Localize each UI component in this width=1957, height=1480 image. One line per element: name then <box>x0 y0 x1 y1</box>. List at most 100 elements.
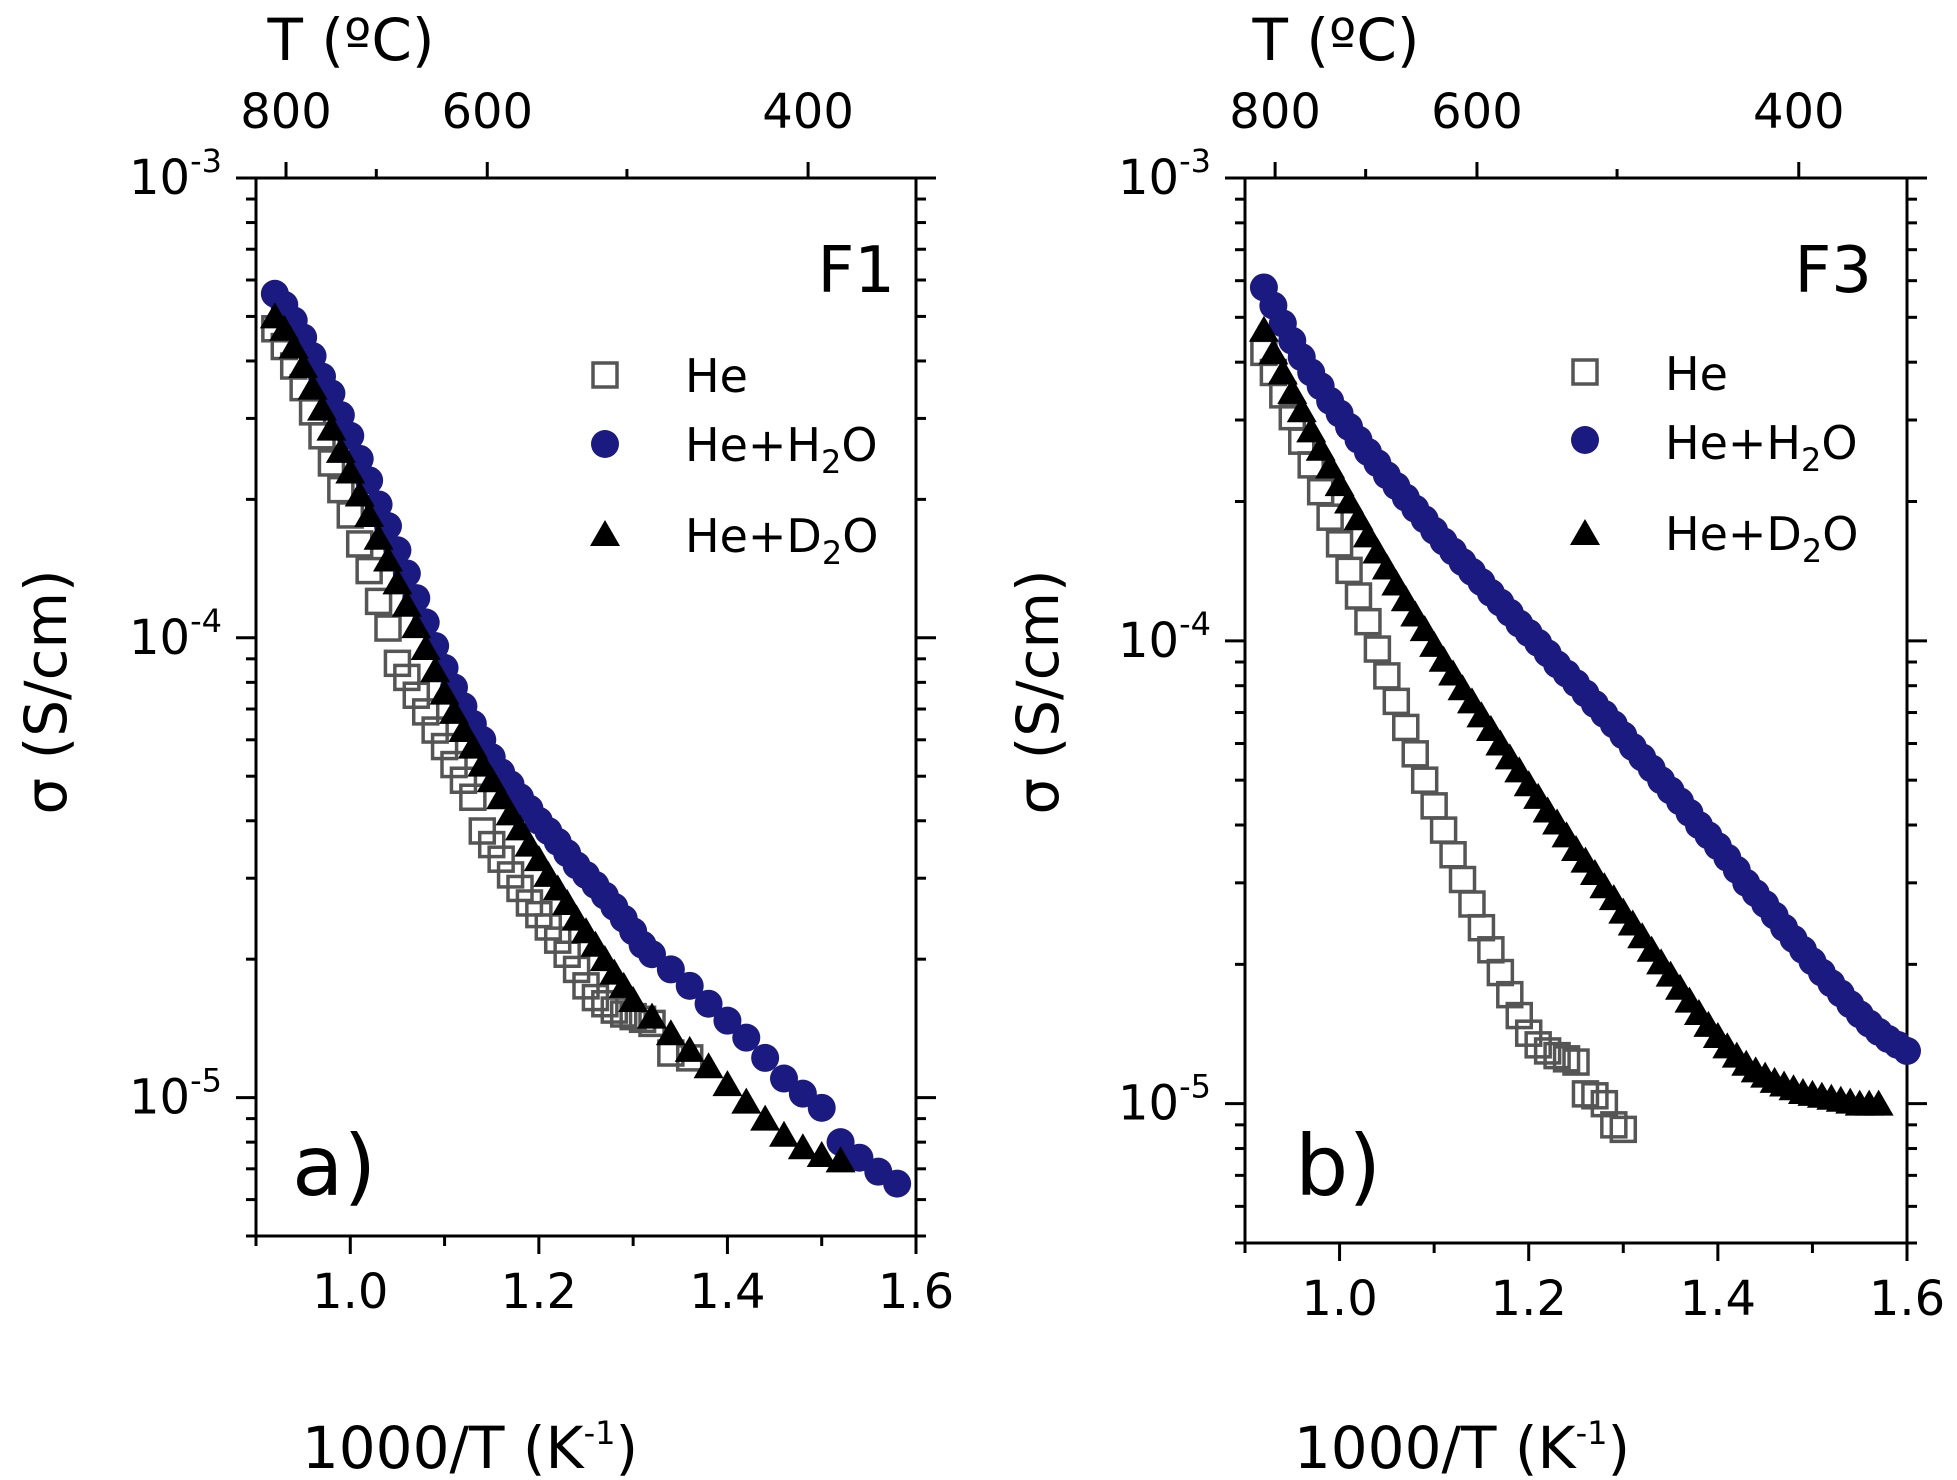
legend-b: He He+H2O He+D2O <box>1570 347 1858 570</box>
point-d2o-a <box>373 545 403 572</box>
point-he-a <box>449 766 478 794</box>
point-he-b <box>1562 1048 1590 1076</box>
point-d2o-b <box>1305 434 1336 461</box>
top-tick-label-b: 800 <box>1229 84 1321 140</box>
y-axis-title-b: σ (S/cm) <box>1004 569 1072 814</box>
point-h2o-a <box>713 1006 742 1035</box>
x-axis-title-sup-b: -1 <box>1576 1414 1608 1452</box>
point-h2o-a <box>638 940 666 969</box>
x-tick-label-a: 1.4 <box>689 1264 765 1320</box>
y-tick-label-a: 10-5 <box>129 1062 222 1126</box>
point-h2o-a <box>732 1023 761 1052</box>
point-he-b <box>1571 1080 1600 1108</box>
point-d2o-a <box>486 783 517 810</box>
x-axis-title-main-a: 1000/T (K <box>302 1414 586 1480</box>
point-he-a <box>374 614 402 642</box>
point-he-a <box>591 989 619 1018</box>
point-d2o-b <box>1267 358 1298 385</box>
point-he-b <box>1316 503 1344 531</box>
point-d2o-a <box>505 814 535 841</box>
point-d2o-b <box>1277 377 1308 404</box>
point-he-a <box>487 845 515 873</box>
legend-label-he-b: He <box>1665 347 1728 401</box>
point-he-b <box>1363 635 1392 663</box>
legend-marker-he-a <box>591 361 619 389</box>
point-h2o-a <box>751 1043 780 1072</box>
point-he-b <box>1533 1037 1562 1065</box>
panel-letter-b: b) <box>1295 1117 1381 1215</box>
x-tick-label-a: 1.2 <box>501 1264 577 1320</box>
point-d2o-a <box>439 697 469 724</box>
top-tick-label-a: 400 <box>762 84 854 140</box>
panel-id-b: F3 <box>1794 234 1872 308</box>
x-tick-label-b: 1.4 <box>1680 1271 1756 1327</box>
point-d2o-b <box>1286 396 1317 423</box>
panel-b: 1.0 1.2 1.4 1.6 800 600 400 10-3 10-4 10-5 T (ºC)… <box>1004 6 1945 1480</box>
y-tick-label-a: 10-4 <box>129 602 222 666</box>
top-axis-title-a: T (ºC) <box>267 6 435 74</box>
point-he-a <box>459 783 487 811</box>
point-d2o-a <box>297 373 328 400</box>
point-d2o-b <box>1324 470 1355 497</box>
point-h2o-a <box>807 1093 836 1122</box>
point-he-a <box>477 830 506 859</box>
legend-label-h2o-b: He+H2O <box>1665 416 1858 479</box>
point-d2o-a <box>316 414 347 441</box>
point-he-a <box>543 926 572 954</box>
point-d2o-a <box>429 678 460 705</box>
point-d2o-a <box>363 523 394 550</box>
data-marks-b <box>1248 273 1921 1144</box>
x-axis-title-suffix-b: ) <box>1607 1414 1630 1480</box>
point-he-b <box>1335 556 1363 585</box>
point-h2o-a <box>826 1128 855 1157</box>
point-he-b <box>1609 1115 1638 1144</box>
point-d2o-a <box>307 394 337 421</box>
legend-marker-d2o-b <box>1570 519 1600 545</box>
x-tick-label-b: 1.0 <box>1301 1271 1377 1327</box>
legend-label-he-a: He <box>685 349 748 403</box>
point-d2o-b <box>1315 452 1346 479</box>
top-tick-label-a: 800 <box>240 84 332 140</box>
point-d2o-b <box>1343 504 1374 531</box>
point-he-a <box>440 750 468 779</box>
point-h2o-a <box>694 989 723 1018</box>
point-he-a <box>506 874 534 903</box>
y-tick-label-b: 10-3 <box>1118 142 1211 206</box>
point-he-b <box>1373 662 1401 690</box>
point-he-a <box>609 1000 638 1028</box>
legend-marker-d2o-a <box>590 520 620 546</box>
legend-a: He He+H2O He+D2O <box>590 349 878 572</box>
axes-ticks-a: 1.0 1.2 1.4 1.6 800 600 400 10-3 10-4 10-5 <box>129 84 954 1320</box>
point-he-a <box>383 649 412 678</box>
point-he-a <box>421 716 449 744</box>
point-d2o-a <box>787 1133 818 1160</box>
y-tick-label-b: 10-5 <box>1118 1068 1211 1132</box>
point-he-b <box>1392 713 1420 742</box>
legend-marker-h2o-a <box>591 430 619 458</box>
point-he-b <box>1325 530 1354 558</box>
point-he-b <box>1505 1001 1534 1030</box>
x-tick-label-b: 1.2 <box>1491 1271 1567 1327</box>
point-d2o-a <box>448 716 479 743</box>
point-he-b <box>1420 792 1448 820</box>
point-he-b <box>1401 740 1429 768</box>
point-he-a <box>393 663 421 692</box>
point-d2o-a <box>391 590 422 617</box>
x-axis-title-a: 1000/T (K-1) <box>302 1414 638 1480</box>
point-d2o-a <box>637 1002 667 1029</box>
point-d2o-b <box>1334 487 1365 514</box>
legend-marker-h2o-b <box>1571 426 1599 454</box>
point-he-b <box>1410 766 1439 794</box>
point-d2o-b <box>1863 1089 1894 1116</box>
point-he-a <box>562 955 591 984</box>
point-he-b <box>1486 958 1515 987</box>
point-he-a <box>430 732 459 761</box>
point-he-a <box>411 698 440 726</box>
x-axis-title-suffix-a: ) <box>615 1414 638 1480</box>
y-tick-label-a: 10-3 <box>129 142 222 206</box>
legend-label-d2o-a: He+D2O <box>685 509 878 572</box>
point-d2o-a <box>278 332 309 359</box>
point-d2o-a <box>344 480 375 507</box>
point-d2o-a <box>750 1104 781 1131</box>
